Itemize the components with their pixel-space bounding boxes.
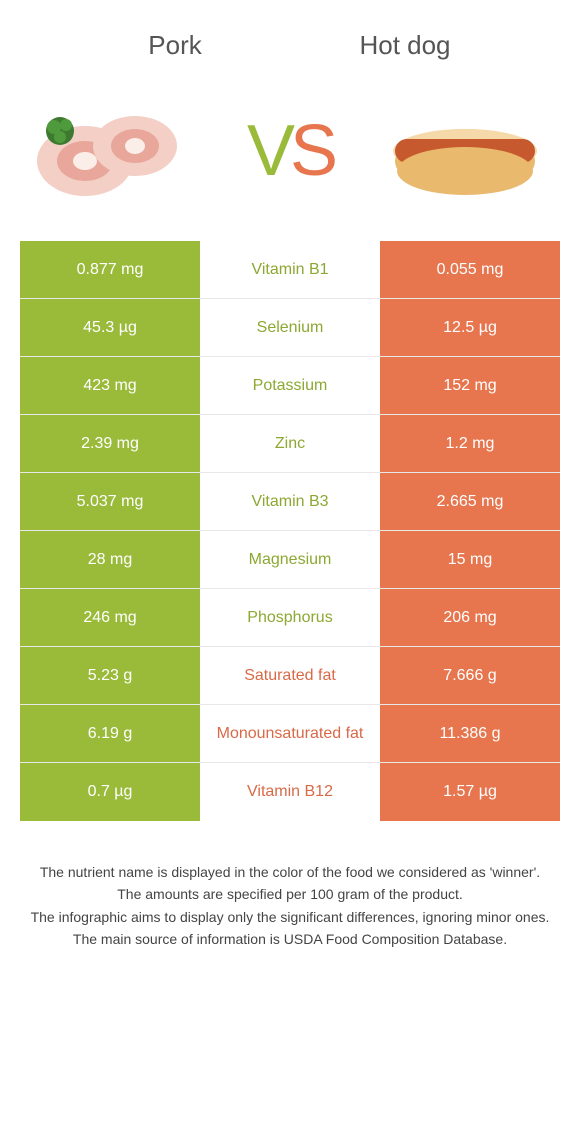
pork-icon: [30, 91, 200, 211]
cell-right-value: 1.57 µg: [380, 763, 560, 821]
cell-right-value: 7.666 g: [380, 647, 560, 704]
vs-v: V: [247, 111, 290, 191]
cell-nutrient-name: Selenium: [200, 299, 380, 356]
cell-nutrient-name: Phosphorus: [200, 589, 380, 646]
cell-left-value: 423 mg: [20, 357, 200, 414]
cell-nutrient-name: Potassium: [200, 357, 380, 414]
title-right: Hot dog: [290, 30, 520, 61]
table-row: 28 mgMagnesium15 mg: [20, 531, 560, 589]
table-row: 5.23 gSaturated fat7.666 g: [20, 647, 560, 705]
cell-left-value: 0.7 µg: [20, 763, 200, 821]
cell-right-value: 206 mg: [380, 589, 560, 646]
cell-left-value: 2.39 mg: [20, 415, 200, 472]
cell-left-value: 45.3 µg: [20, 299, 200, 356]
infographic-container: Pork Hot dog VS: [0, 0, 580, 951]
cell-right-value: 0.055 mg: [380, 241, 560, 298]
vs-s: S: [290, 111, 333, 191]
table-row: 0.7 µgVitamin B121.57 µg: [20, 763, 560, 821]
cell-nutrient-name: Saturated fat: [200, 647, 380, 704]
cell-right-value: 1.2 mg: [380, 415, 560, 472]
note-line-1: The nutrient name is displayed in the co…: [30, 861, 550, 883]
pork-image: [30, 91, 200, 211]
nutrient-table: 0.877 mgVitamin B10.055 mg45.3 µgSeleniu…: [20, 241, 560, 821]
vs-row: VS: [0, 71, 580, 241]
table-row: 5.037 mgVitamin B32.665 mg: [20, 473, 560, 531]
note-line-4: The main source of information is USDA F…: [30, 928, 550, 950]
cell-right-value: 152 mg: [380, 357, 560, 414]
cell-left-value: 5.037 mg: [20, 473, 200, 530]
vs-label: VS: [247, 115, 333, 187]
hotdog-image: [380, 91, 550, 211]
cell-nutrient-name: Monounsaturated fat: [200, 705, 380, 762]
title-left: Pork: [60, 30, 290, 61]
cell-right-value: 15 mg: [380, 531, 560, 588]
table-row: 2.39 mgZinc1.2 mg: [20, 415, 560, 473]
footer-notes: The nutrient name is displayed in the co…: [30, 861, 550, 951]
note-line-2: The amounts are specified per 100 gram o…: [30, 883, 550, 905]
table-row: 45.3 µgSelenium12.5 µg: [20, 299, 560, 357]
cell-right-value: 2.665 mg: [380, 473, 560, 530]
table-row: 0.877 mgVitamin B10.055 mg: [20, 241, 560, 299]
table-row: 6.19 gMonounsaturated fat11.386 g: [20, 705, 560, 763]
hotdog-icon: [380, 91, 550, 211]
cell-left-value: 0.877 mg: [20, 241, 200, 298]
cell-left-value: 5.23 g: [20, 647, 200, 704]
cell-right-value: 11.386 g: [380, 705, 560, 762]
cell-nutrient-name: Vitamin B3: [200, 473, 380, 530]
cell-right-value: 12.5 µg: [380, 299, 560, 356]
table-row: 246 mgPhosphorus206 mg: [20, 589, 560, 647]
note-line-3: The infographic aims to display only the…: [30, 906, 550, 928]
cell-left-value: 28 mg: [20, 531, 200, 588]
cell-nutrient-name: Vitamin B1: [200, 241, 380, 298]
cell-left-value: 246 mg: [20, 589, 200, 646]
cell-nutrient-name: Zinc: [200, 415, 380, 472]
cell-left-value: 6.19 g: [20, 705, 200, 762]
header: Pork Hot dog: [0, 0, 580, 71]
cell-nutrient-name: Magnesium: [200, 531, 380, 588]
cell-nutrient-name: Vitamin B12: [200, 763, 380, 821]
table-row: 423 mgPotassium152 mg: [20, 357, 560, 415]
